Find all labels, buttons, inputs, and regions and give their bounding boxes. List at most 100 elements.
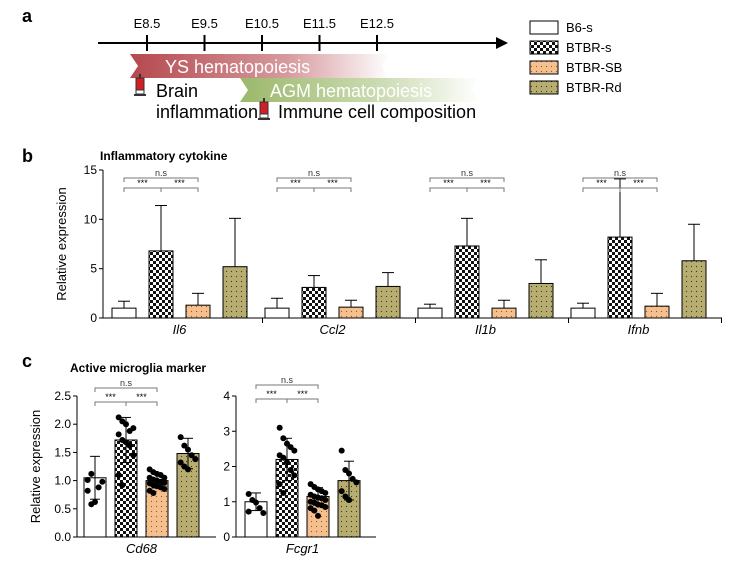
significance-label: n.s bbox=[308, 168, 321, 178]
bar bbox=[222, 266, 248, 319]
data-point bbox=[291, 447, 298, 454]
bar bbox=[185, 304, 211, 319]
data-point bbox=[185, 446, 191, 453]
significance-label: *** bbox=[480, 178, 491, 188]
y-tick-label: 15 bbox=[84, 163, 98, 177]
timeline-panel: E8.5 E9.5 E10.5 E11.5 E12.5 YS hematopoiesis… bbox=[98, 16, 508, 122]
agm-label: AGM hematopoiesis bbox=[270, 81, 432, 101]
y-tick-label: 4 bbox=[223, 389, 230, 403]
legend-label: B6-s bbox=[566, 20, 593, 35]
timeline-tick-label: E12.5 bbox=[360, 16, 394, 31]
data-point bbox=[245, 490, 252, 497]
significance-bracket bbox=[429, 177, 505, 182]
category-label: Cd68 bbox=[126, 541, 158, 556]
y-tick-label: 2 bbox=[223, 460, 230, 474]
data-point bbox=[353, 479, 360, 486]
data-point bbox=[161, 474, 168, 481]
data-point bbox=[177, 434, 184, 441]
y-tick-label: 0 bbox=[223, 530, 230, 544]
significance-bracket bbox=[160, 187, 199, 192]
bar bbox=[111, 307, 137, 319]
y-tick-label: 0 bbox=[90, 311, 97, 325]
timeline-arrowhead bbox=[496, 37, 508, 49]
significance-label: *** bbox=[327, 178, 338, 188]
significance-bracket bbox=[276, 187, 315, 192]
category-label: Il1b bbox=[475, 322, 496, 337]
significance-label: *** bbox=[174, 178, 185, 188]
data-point bbox=[92, 499, 98, 506]
significance-bracket bbox=[255, 384, 319, 389]
chart-title: Inflammatory cytokine bbox=[100, 149, 228, 163]
bar bbox=[607, 236, 633, 319]
syringe-icon bbox=[258, 98, 270, 120]
significance-bracket bbox=[125, 401, 158, 406]
significance-label: n.s bbox=[281, 375, 294, 385]
y-tick-label: 1.0 bbox=[54, 474, 71, 488]
significance-bracket bbox=[276, 177, 352, 182]
inflammation-label: inflammation bbox=[156, 102, 258, 122]
data-point bbox=[276, 424, 283, 431]
data-point bbox=[150, 490, 157, 497]
bar bbox=[148, 250, 174, 319]
significance-label: *** bbox=[137, 178, 148, 188]
legend-swatch bbox=[529, 20, 559, 35]
data-point bbox=[253, 499, 259, 506]
significance-bracket bbox=[123, 177, 199, 182]
significance-bracket bbox=[123, 187, 162, 192]
significance-bracket bbox=[582, 177, 658, 182]
data-point bbox=[99, 478, 106, 485]
y-tick-label: 2.5 bbox=[54, 389, 71, 403]
bar bbox=[491, 307, 517, 319]
data-point bbox=[322, 496, 329, 503]
data-point bbox=[115, 431, 122, 438]
bar bbox=[338, 306, 364, 319]
data-point bbox=[276, 481, 283, 488]
category-label: Il6 bbox=[173, 322, 188, 337]
y-tick-label: 0.0 bbox=[54, 530, 71, 544]
data-point bbox=[161, 479, 168, 486]
significance-label: *** bbox=[633, 178, 644, 188]
legend-swatch bbox=[529, 60, 559, 75]
bar bbox=[454, 245, 480, 319]
bar bbox=[375, 285, 401, 319]
data-point bbox=[322, 504, 329, 511]
y-tick-label: 2.0 bbox=[54, 417, 71, 431]
chart-inflammatory-cytokine: 0 5 10 15 Relative expression Inflammatory cy… bbox=[54, 149, 722, 337]
data-point bbox=[311, 507, 318, 514]
data-point bbox=[346, 496, 352, 503]
legend-swatch bbox=[529, 40, 559, 55]
significance-label: n.s bbox=[155, 168, 168, 178]
data-point bbox=[161, 486, 168, 493]
data-point bbox=[130, 425, 137, 432]
timeline-tick-label: E8.5 bbox=[134, 16, 161, 31]
significance-bracket bbox=[94, 401, 127, 406]
data-point bbox=[126, 442, 133, 449]
significance-label: n.s bbox=[120, 378, 133, 388]
agm-band bbox=[240, 78, 480, 102]
chart-cd68: 0.0 0.5 1.0 1.5 2.0 2.5 Relative expression Act… bbox=[28, 361, 216, 556]
legend-swatch bbox=[529, 80, 559, 95]
significance-label: *** bbox=[297, 389, 308, 399]
panel-label-c: c bbox=[22, 351, 32, 371]
bar bbox=[681, 260, 707, 319]
data-point bbox=[260, 510, 267, 517]
data-point bbox=[188, 452, 195, 459]
data-point bbox=[338, 488, 345, 495]
y-tick-label: 0.5 bbox=[54, 502, 71, 516]
significance-bracket bbox=[429, 187, 468, 192]
data-point bbox=[115, 414, 122, 421]
bar bbox=[528, 282, 554, 319]
data-point bbox=[284, 459, 290, 466]
y-tick-label: 1.5 bbox=[54, 445, 71, 459]
data-point bbox=[322, 489, 329, 496]
data-point bbox=[315, 512, 321, 519]
significance-label: *** bbox=[266, 389, 277, 399]
data-point bbox=[130, 452, 137, 459]
data-point bbox=[119, 482, 126, 489]
significance-bracket bbox=[466, 187, 505, 192]
significance-label: *** bbox=[596, 178, 607, 188]
significance-bracket bbox=[286, 398, 319, 403]
ys-label: YS hematopoiesis bbox=[165, 57, 310, 77]
significance-bracket bbox=[582, 187, 621, 192]
data-point bbox=[84, 487, 91, 494]
